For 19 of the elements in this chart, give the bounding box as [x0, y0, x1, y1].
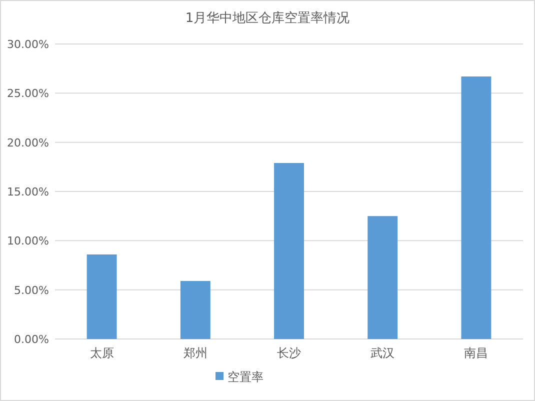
x-tick-label: 长沙 — [277, 346, 301, 360]
y-tick-label: 0.00% — [14, 333, 49, 346]
y-tick-label: 5.00% — [14, 284, 49, 297]
x-tick-label: 南昌 — [464, 346, 488, 360]
y-tick-label: 30.00% — [7, 38, 49, 51]
bar — [368, 216, 398, 339]
chart-title: 1月华中地区仓库空置率情况 — [185, 10, 350, 26]
x-tick-label: 武汉 — [370, 346, 395, 360]
bar — [461, 76, 492, 339]
x-tick-label: 郑州 — [183, 346, 208, 360]
y-tick-label: 10.00% — [7, 234, 49, 248]
x-tick-label: 太原 — [90, 346, 114, 360]
y-tick-label: 15.00% — [7, 186, 49, 198]
y-tick-label: 25.00% — [7, 87, 49, 100]
bar — [274, 162, 304, 339]
bar — [180, 280, 210, 339]
y-tick-label: 20.00% — [7, 136, 49, 150]
legend-label: 空置率 — [228, 370, 264, 384]
bar — [86, 254, 117, 339]
